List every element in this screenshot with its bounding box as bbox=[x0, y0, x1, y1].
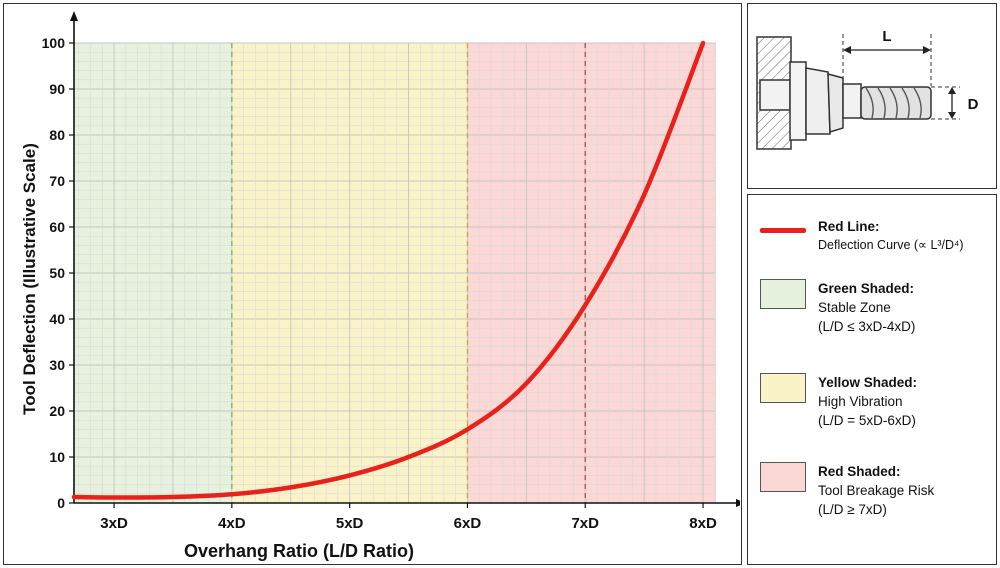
legend-title: Green Shaded: bbox=[818, 281, 915, 296]
y-tick-label: 100 bbox=[42, 35, 66, 51]
y-tick-label: 30 bbox=[49, 357, 65, 373]
diameter-label: D bbox=[968, 96, 979, 113]
legend-item-deflection-curve: Red Line: Deflection Curve (∝ L³/D⁴) bbox=[760, 217, 964, 255]
legend-item-breakage-risk: Red Shaded: Tool Breakage Risk (L/D ≥ 7x… bbox=[760, 462, 934, 519]
holder-shank bbox=[759, 79, 791, 111]
y-tick-label: 50 bbox=[49, 265, 65, 281]
x-axis-title: Overhang Ratio (L/D Ratio) bbox=[184, 541, 414, 561]
holder-flange bbox=[789, 61, 807, 141]
legend-line: Tool Breakage Risk bbox=[818, 483, 935, 498]
x-tick-label: 7xD bbox=[571, 515, 599, 532]
legend-red-swatch bbox=[760, 462, 806, 492]
length-arrow-right bbox=[923, 46, 931, 54]
tool-diagram-panel: L D bbox=[747, 3, 997, 189]
x-axis-arrow bbox=[736, 499, 746, 507]
tool-holder-diagram: L D bbox=[756, 28, 979, 150]
legend-line: (L/D = 5xD-6xD) bbox=[818, 413, 916, 428]
x-tick-label: 5xD bbox=[336, 515, 364, 532]
legend-title: Red Shaded: bbox=[818, 464, 901, 479]
diameter-arrow-top bbox=[948, 87, 956, 94]
diameter-arrow-bottom bbox=[948, 112, 956, 119]
x-tick-label: 4xD bbox=[218, 515, 246, 532]
legend-item-stable-zone: Green Shaded: Stable Zone (L/D ≤ 3xD-4xD… bbox=[760, 279, 915, 336]
deflection-chart: 0 10 20 30 40 50 60 70 80 90 100 3xD 4xD 5xD 6xD 7xD 8xD… bbox=[20, 11, 746, 561]
legend-subtitle: Deflection Curve (∝ L³/D⁴) bbox=[818, 238, 964, 252]
legend-panel: Red Line: Deflection Curve (∝ L³/D⁴) Gre… bbox=[747, 194, 997, 565]
cutter-flutes bbox=[865, 87, 922, 119]
length-label: L bbox=[882, 28, 891, 45]
x-tick-label: 3xD bbox=[100, 515, 128, 532]
deflection-curve-line bbox=[71, 40, 706, 500]
x-tick-label: 6xD bbox=[454, 515, 482, 532]
legend-line: (L/D ≥ 7xD) bbox=[818, 502, 887, 517]
legend-line-swatch bbox=[760, 228, 806, 233]
legend-line: (L/D ≤ 3xD-4xD) bbox=[818, 319, 916, 334]
legend-yellow-swatch bbox=[760, 373, 806, 403]
y-axis-title: Tool Deflection (Illustrative Scale) bbox=[20, 143, 39, 415]
y-tick-label: 70 bbox=[49, 173, 65, 189]
legend-line: Stable Zone bbox=[818, 300, 891, 315]
x-tick-label: 8xD bbox=[689, 515, 717, 532]
y-tick-label: 40 bbox=[49, 311, 65, 327]
chart-panel: 0 10 20 30 40 50 60 70 80 90 100 3xD 4xD 5xD 6xD 7xD 8xD… bbox=[3, 3, 746, 565]
y-tick-label: 0 bbox=[57, 495, 65, 511]
y-tick-label: 90 bbox=[49, 81, 65, 97]
holder-taper bbox=[805, 67, 831, 135]
legend-green-swatch bbox=[760, 279, 806, 309]
tool-shank bbox=[842, 83, 862, 119]
y-tick-label: 10 bbox=[49, 449, 65, 465]
legend-title: Yellow Shaded: bbox=[818, 375, 918, 390]
y-tick-label: 20 bbox=[49, 403, 65, 419]
legend-line: High Vibration bbox=[818, 394, 903, 409]
y-tick-label: 60 bbox=[49, 219, 65, 235]
legend-item-high-vibration: Yellow Shaded: High Vibration (L/D = 5xD… bbox=[760, 373, 917, 430]
y-axis-arrow bbox=[70, 11, 78, 21]
collet-nut bbox=[827, 73, 844, 134]
length-arrow-left bbox=[843, 46, 851, 54]
y-tick-label: 80 bbox=[49, 127, 65, 143]
legend-title: Red Line: bbox=[818, 219, 880, 234]
